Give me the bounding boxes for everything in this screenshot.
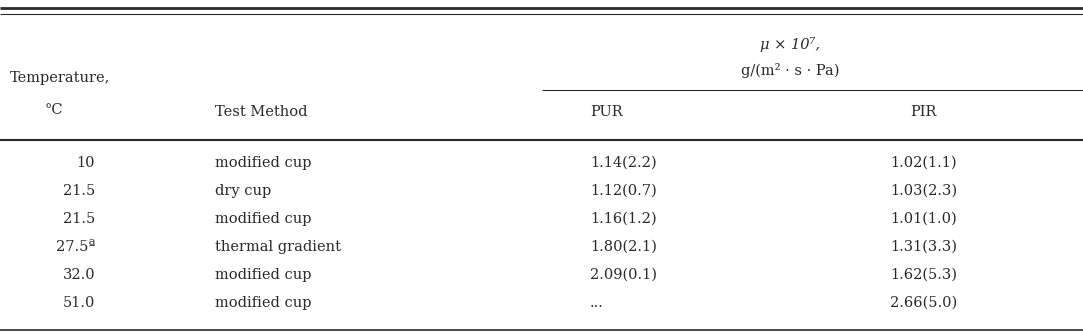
Text: μ × 10⁷,: μ × 10⁷, (760, 38, 820, 52)
Text: 32.0: 32.0 (63, 268, 95, 282)
Text: Temperature,: Temperature, (10, 71, 110, 85)
Text: 1.14(2.2): 1.14(2.2) (590, 156, 656, 170)
Text: 1.02(1.1): 1.02(1.1) (890, 156, 956, 170)
Text: 51.0: 51.0 (63, 296, 95, 310)
Text: modified cup: modified cup (216, 296, 312, 310)
Text: 21.5: 21.5 (63, 184, 95, 198)
Text: 21.5: 21.5 (63, 212, 95, 226)
Text: 2.09(0.1): 2.09(0.1) (590, 268, 657, 282)
Text: °C: °C (45, 103, 64, 117)
Text: 10: 10 (77, 156, 95, 170)
Text: 1.03(2.3): 1.03(2.3) (890, 184, 957, 198)
Text: modified cup: modified cup (216, 212, 312, 226)
Text: g/(m² · s · Pa): g/(m² · s · Pa) (741, 62, 839, 78)
Text: 1.31(3.3): 1.31(3.3) (890, 240, 957, 254)
Text: modified cup: modified cup (216, 156, 312, 170)
Text: thermal gradient: thermal gradient (216, 240, 341, 254)
Text: 1.01(1.0): 1.01(1.0) (890, 212, 956, 226)
Text: 1.16(1.2): 1.16(1.2) (590, 212, 656, 226)
Text: Test Method: Test Method (216, 105, 308, 119)
Text: 1.12(0.7): 1.12(0.7) (590, 184, 656, 198)
Text: dry cup: dry cup (216, 184, 271, 198)
Text: PUR: PUR (590, 105, 623, 119)
Text: PIR: PIR (910, 105, 937, 119)
Text: 27.5ª: 27.5ª (55, 240, 95, 254)
Text: 1.80(2.1): 1.80(2.1) (590, 240, 657, 254)
Text: modified cup: modified cup (216, 268, 312, 282)
Text: ...: ... (590, 296, 604, 310)
Text: 1.62(5.3): 1.62(5.3) (890, 268, 957, 282)
Text: 2.66(5.0): 2.66(5.0) (890, 296, 957, 310)
